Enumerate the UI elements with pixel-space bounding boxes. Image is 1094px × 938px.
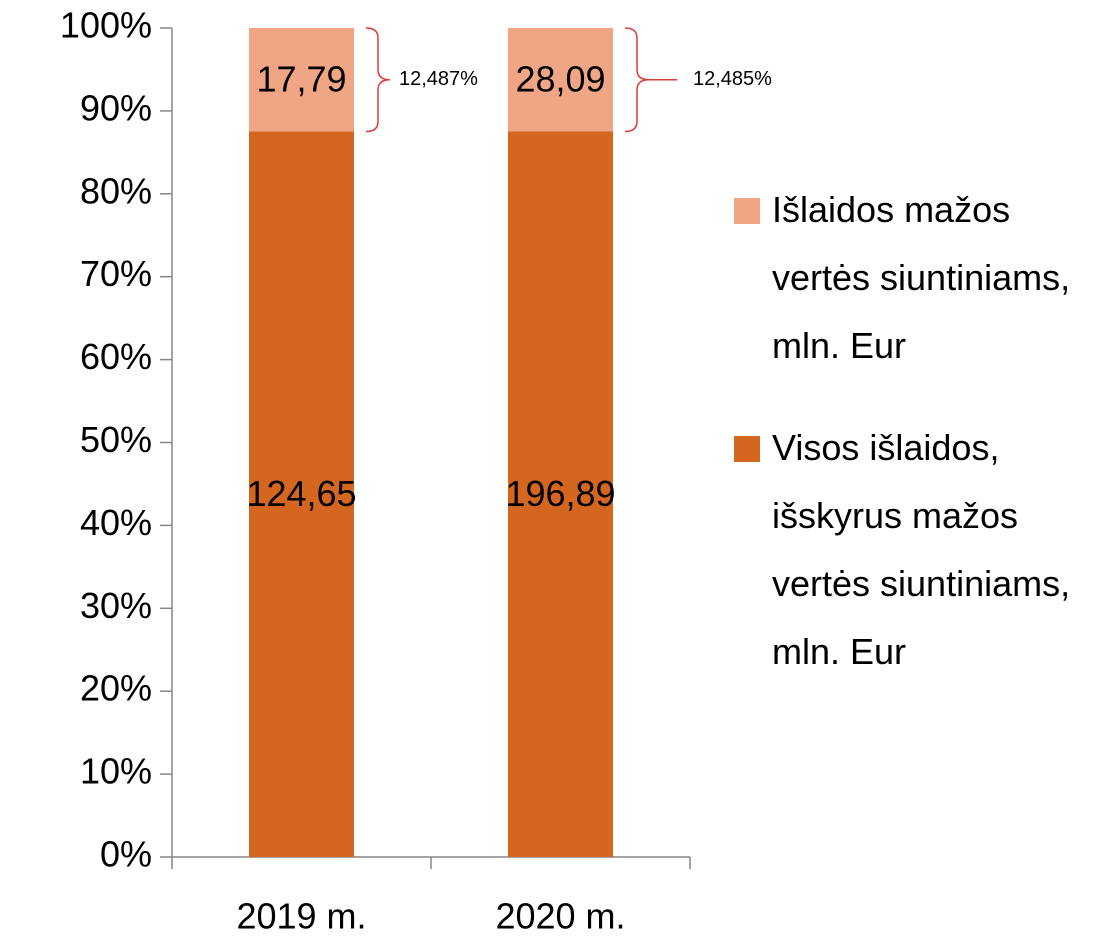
data-label: 17,79	[256, 58, 346, 99]
y-tick-label: 60%	[80, 336, 152, 377]
brace	[624, 27, 650, 133]
legend-entry: Visos išlaidos, išskyrus mažos vertės si…	[730, 414, 1080, 686]
y-tick-label: 40%	[80, 502, 152, 543]
y-tick-label: 10%	[80, 751, 152, 792]
legend-swatch	[734, 436, 760, 462]
y-tick-label: 20%	[80, 668, 152, 709]
legend-entry: Išlaidos mažos vertės siuntiniams, mln. …	[730, 176, 1080, 380]
y-tick-label: 90%	[80, 87, 152, 128]
annotation: 12,485%	[693, 68, 772, 90]
legend-label: Visos išlaidos, išskyrus mažos vertės si…	[772, 427, 1071, 672]
y-tick-label: 50%	[80, 419, 152, 460]
bar-segment	[508, 28, 613, 132]
y-tick-label: 100%	[60, 5, 152, 46]
data-label: 28,09	[515, 58, 605, 99]
annotation: 12,487%	[399, 68, 478, 90]
data-label: 196,89	[505, 473, 615, 514]
y-tick-label: 30%	[80, 585, 152, 626]
x-tick-label: 2020 m.	[495, 896, 625, 937]
data-label: 124,65	[246, 473, 356, 514]
brace	[365, 27, 391, 133]
y-tick-label: 80%	[80, 170, 152, 211]
y-tick-label: 70%	[80, 253, 152, 294]
x-tick-label: 2019 m.	[236, 896, 366, 937]
bar-segment	[249, 28, 354, 132]
bar-segment	[249, 131, 354, 857]
bar-segment	[508, 131, 613, 857]
legend-swatch	[734, 198, 760, 224]
legend: Išlaidos mažos vertės siuntiniams, mln. …	[730, 176, 1080, 720]
y-tick-label: 0%	[100, 834, 152, 875]
legend-label: Išlaidos mažos vertės siuntiniams, mln. …	[772, 189, 1071, 366]
